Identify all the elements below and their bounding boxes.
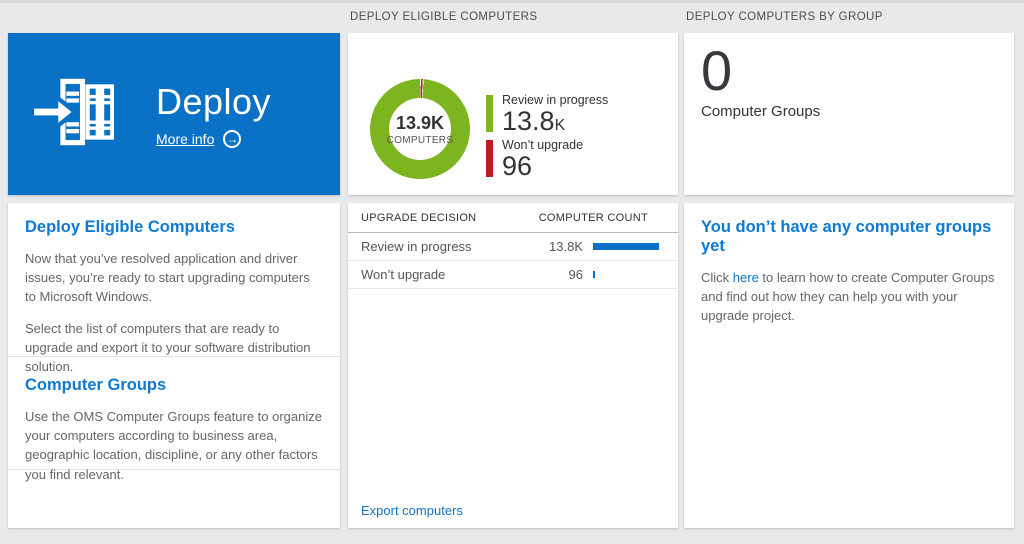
export-computers-link[interactable]: Export computers: [361, 503, 463, 518]
computer-groups-paragraph: Use the OMS Computer Groups feature to o…: [25, 409, 322, 482]
deploy-description-panel: Deploy Eligible Computers Now that you’v…: [8, 203, 340, 528]
deploy-eligible-section: Deploy Eligible Computers Now that you’v…: [8, 203, 340, 374]
row-count: 13.8K: [549, 239, 583, 254]
no-computer-groups-panel: You don’t have any computer groups yet C…: [684, 203, 1014, 528]
eligible-computers-donut-tile[interactable]: 13.9K COMPUTERS Review in progress 13.8K…: [348, 33, 678, 195]
legend-value: 13.8K: [502, 107, 608, 135]
legend-label: Review in progress: [502, 93, 609, 107]
count-bar: [593, 243, 659, 250]
eligible-computers-column-header: DEPLOY ELIGIBLE COMPUTERS: [350, 11, 538, 23]
legend-item-wont-upgrade: Won’t upgrade 96: [486, 138, 608, 181]
donut-legend: Review in progress 13.8K Won’t upgrade 9…: [486, 93, 608, 184]
legend-value-number: 96: [502, 151, 533, 182]
row-bar-area: [593, 243, 665, 250]
legend-value-suffix: K: [554, 117, 566, 134]
deploy-tile-title: Deploy: [156, 80, 272, 122]
row-name: Won’t upgrade: [361, 267, 446, 282]
donut-center-value: 13.9K: [395, 112, 445, 133]
legend-swatch-red: [486, 140, 493, 178]
legend-item-review-in-progress: Review in progress 13.8K: [486, 93, 608, 135]
legend-value-number: 13.8: [502, 106, 555, 136]
here-link[interactable]: here: [732, 270, 759, 285]
no-groups-heading: You don’t have any computer groups yet: [701, 218, 992, 255]
upgrade-decision-table-panel: UPGRADE DECISION COMPUTER COUNT Review i…: [348, 203, 678, 528]
computer-groups-heading: Computer Groups: [25, 376, 167, 394]
row-bar-area: [593, 271, 665, 278]
donut-center-label: COMPUTERS: [386, 134, 454, 146]
no-groups-paragraph: Click here to learn how to create Comput…: [701, 268, 997, 326]
table-row[interactable]: Review in progress 13.8K: [348, 233, 678, 261]
row-count: 96: [568, 267, 583, 282]
deploy-tile[interactable]: Deploy More info →: [8, 33, 340, 195]
upgrade-decision-donut-chart: 13.9K COMPUTERS: [370, 79, 470, 179]
column-header-computer-count: COMPUTER COUNT: [538, 211, 648, 224]
computer-groups-count-label: Computer Groups: [701, 103, 821, 121]
deploy-eligible-heading: Deploy Eligible Computers: [25, 218, 235, 236]
deploy-eligible-paragraph-1: Now that you’ve resolved application and…: [25, 251, 310, 305]
more-info-link[interactable]: More info: [156, 130, 215, 147]
count-bar: [593, 271, 595, 278]
row-name: Review in progress: [361, 239, 472, 254]
legend-value: 96: [502, 152, 583, 180]
no-groups-text-prefix: Click: [701, 270, 733, 285]
computer-groups-count: 0: [701, 39, 733, 102]
legend-swatch-green: [486, 95, 493, 132]
computer-groups-count-tile[interactable]: 0 Computer Groups: [684, 33, 1014, 195]
computer-groups-section: Computer Groups Use the OMS Computer Gro…: [8, 357, 340, 482]
more-info-arrow-icon[interactable]: →: [223, 129, 242, 148]
computers-by-group-column-header: DEPLOY COMPUTERS BY GROUP: [686, 11, 883, 23]
deploy-icon: [34, 76, 115, 153]
legend-label: Won’t upgrade: [502, 138, 584, 153]
table-header-row: UPGRADE DECISION COMPUTER COUNT: [348, 203, 678, 233]
column-header-upgrade-decision: UPGRADE DECISION: [361, 211, 477, 224]
table-row[interactable]: Won’t upgrade 96: [348, 261, 678, 289]
deploy-eligible-paragraph-2: Select the list of computers that are re…: [25, 320, 311, 375]
no-groups-text-suffix: to learn how to create Computer Groups a…: [701, 270, 995, 324]
